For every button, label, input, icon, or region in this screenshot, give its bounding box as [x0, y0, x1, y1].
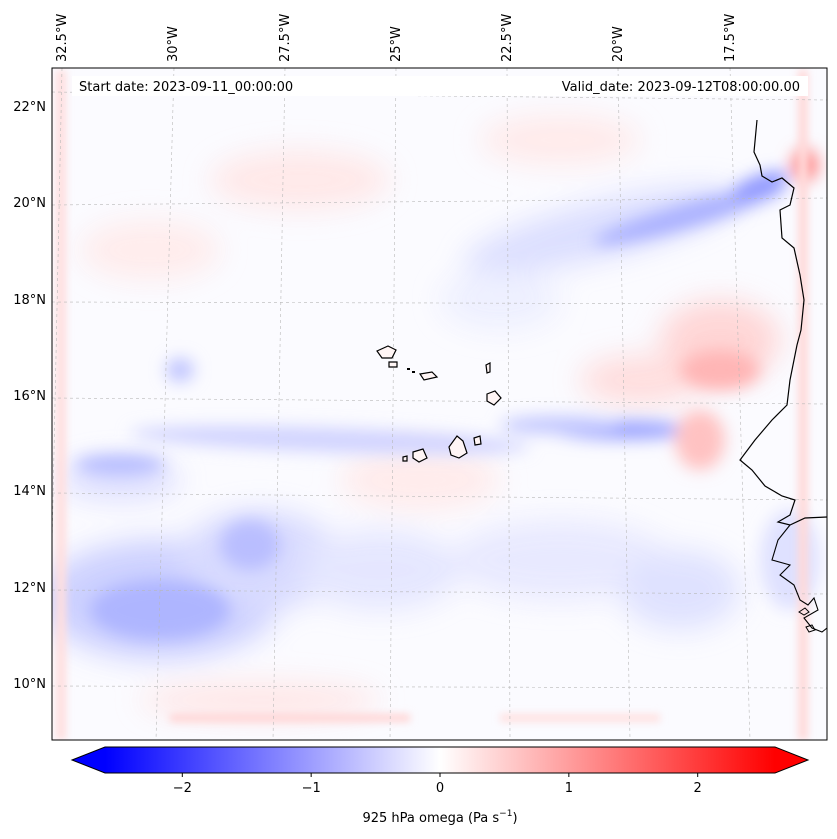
longitude-labels: 32.5°W 30°W 27.5°W 25°W 22.5°W 20°W 17.5… — [55, 14, 738, 62]
lon-label-32-5w: 32.5°W — [55, 14, 70, 62]
start-date: Start date: 2023-09-11_00:00:00 — [79, 80, 293, 95]
coastline-guinea — [771, 524, 827, 633]
lon-label-25w: 25°W — [389, 26, 404, 62]
lon-label-20w: 20°W — [611, 26, 626, 62]
lat-label-12n: 12°N — [13, 581, 46, 596]
latitude-labels: 22°N 20°N 18°N 16°N 14°N 12°N 10°N — [13, 100, 46, 692]
colorbar-label-exponent: −1 — [499, 809, 512, 819]
lon-label-27-5w: 27.5°W — [278, 14, 293, 62]
colorbar-tick-label: −1 — [302, 781, 321, 796]
lat-label-14n: 14°N — [13, 484, 46, 499]
lat-label-22n: 22°N — [13, 100, 46, 115]
coastline-bijagos — [798, 607, 816, 633]
lat-label-16n: 16°N — [13, 389, 46, 404]
lat-label-10n: 10°N — [13, 677, 46, 692]
colorbar-tick-label: 1 — [565, 781, 573, 796]
colorbar-outline — [70, 746, 810, 774]
valid-date: Valid_date: 2023-09-12T08:00:00.00 — [562, 80, 800, 95]
lon-label-30w: 30°W — [166, 26, 181, 62]
cape-verde-islands — [376, 345, 502, 463]
colorbar-body — [105, 747, 775, 773]
graticule — [52, 68, 827, 740]
colorbar-tick-label: 2 — [694, 781, 702, 796]
lon-label-22-5w: 22.5°W — [500, 14, 515, 62]
lat-label-18n: 18°N — [13, 293, 46, 308]
lat-label-20n: 20°N — [13, 196, 46, 211]
colorbar-max-extend — [775, 747, 808, 773]
coastline — [739, 119, 827, 526]
colorbar-label: 925 hPa omega (Pa s−1) — [362, 809, 517, 826]
colorbar-tick-label: 0 — [436, 781, 444, 796]
colorbar-tick-label: −2 — [173, 781, 192, 796]
date-box — [72, 76, 808, 96]
colorbar-min-extend — [72, 747, 105, 773]
colorbar: −2 −1 0 1 2 925 hPa omega (Pa s−1) — [70, 746, 810, 826]
lon-label-17-5w: 17.5°W — [723, 14, 738, 62]
omega-field — [52, 68, 827, 740]
colorbar-ticks: −2 −1 0 1 2 — [173, 773, 702, 796]
map-frame — [51, 67, 828, 741]
